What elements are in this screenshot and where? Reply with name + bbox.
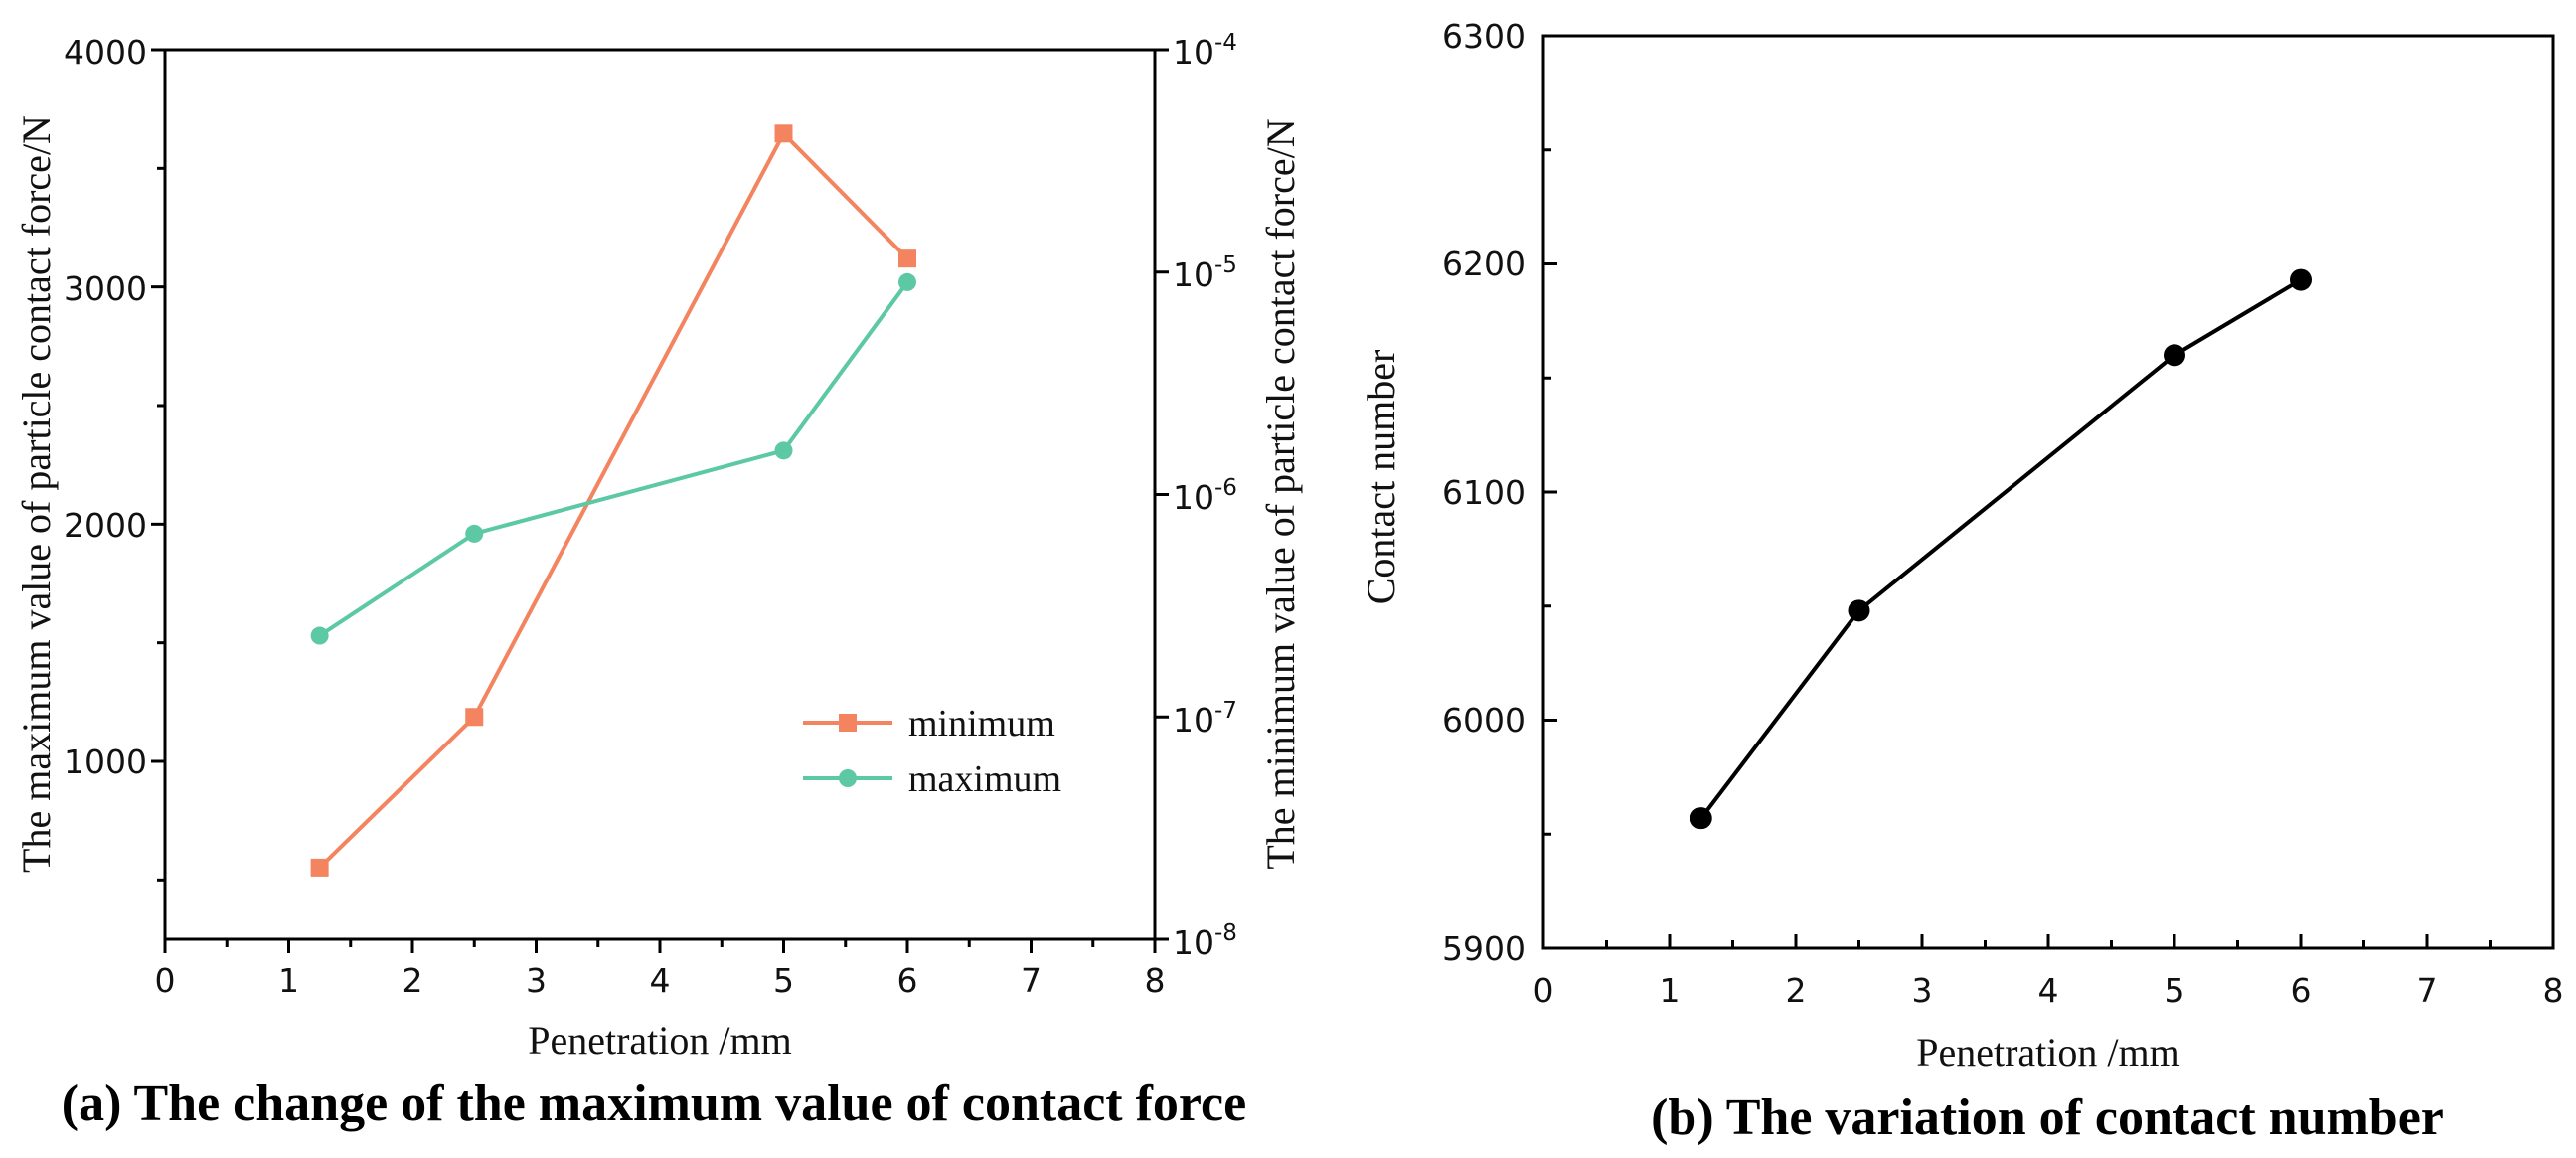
- b-x-tick-label: 2: [1786, 971, 1807, 1010]
- b-y-tick-label: 6100: [1442, 473, 1526, 512]
- b-x-tick-label: 0: [1533, 971, 1554, 1010]
- a-y2-tick-label: 10-5: [1173, 252, 1237, 294]
- data-point-maximum: [774, 441, 793, 460]
- b-x-tick-label: 5: [2165, 971, 2185, 1010]
- legend-label-maximum: maximum: [908, 758, 1061, 800]
- data-point-minimum: [310, 858, 329, 877]
- a-caption: (a) The change of the maximum value of c…: [62, 1075, 1246, 1132]
- data-point-minimum: [774, 124, 793, 143]
- data-point-minimum: [465, 708, 484, 727]
- chart-b-marks: [1690, 268, 2312, 830]
- chart-b: 0 1 2 3 4 5 6 7 8 5900 6000 6100 6200 63…: [1359, 17, 2564, 1146]
- b-x-tick-label: 3: [1912, 971, 1933, 1010]
- series-line-maximum: [318, 280, 909, 638]
- chart-a-frame: [163, 48, 1157, 941]
- a-x-tick-label: 5: [773, 961, 794, 1000]
- chart-b-ticks: [1541, 34, 2555, 950]
- a-y-tick-label: 4000: [64, 33, 147, 72]
- legend-marker-maximum: [839, 769, 857, 787]
- chart-a-ticks: [151, 48, 1169, 953]
- a-y2-tick-label: 10-8: [1173, 920, 1237, 962]
- a-x-tick-label: 2: [402, 961, 423, 1000]
- series-line-contact-number: [1699, 277, 2303, 820]
- a-x-tick-label: 1: [278, 961, 299, 1000]
- data-point-minimum: [898, 249, 916, 268]
- b-x-tick-label: 8: [2543, 971, 2564, 1010]
- b-x-axis-title: Penetration /mm: [1916, 1030, 2180, 1075]
- data-point-contact-number: [1848, 599, 1870, 622]
- a-x-tick-label: 4: [650, 961, 671, 1000]
- a-y2-axis-title: The minimum value of particle contact fo…: [1258, 118, 1303, 869]
- a-y-tick-label: 1000: [64, 743, 147, 781]
- chart-a-marks: [310, 124, 916, 877]
- data-point-maximum: [310, 626, 329, 645]
- a-y2-tick-label: 10-6: [1173, 475, 1237, 517]
- legend-marker-minimum: [839, 714, 857, 732]
- b-y-tick-label: 6200: [1442, 245, 1526, 283]
- b-x-tick-label: 7: [2417, 971, 2438, 1010]
- chart-a: 0 1 2 3 4 5 6 7 8 1000 2000 3000 4000 10…: [14, 30, 1303, 1132]
- b-x-tick-label: 4: [2038, 971, 2059, 1010]
- a-x-tick-label: 7: [1021, 961, 1042, 1000]
- series-line-minimum: [318, 129, 909, 870]
- data-point-contact-number: [1690, 807, 1712, 830]
- b-y-tick-label: 6300: [1442, 17, 1526, 56]
- b-x-tick-label: 1: [1660, 971, 1681, 1010]
- a-x-tick-label: 0: [155, 961, 176, 1000]
- b-y-axis-title: Contact number: [1359, 350, 1403, 605]
- a-y-tick-label: 3000: [64, 269, 147, 308]
- b-x-tick-label: 6: [2291, 971, 2312, 1010]
- a-y-tick-label: 2000: [64, 506, 147, 545]
- b-caption: (b) The variation of contact number: [1651, 1089, 2444, 1146]
- a-legend: minimum maximum: [803, 703, 1061, 800]
- data-point-contact-number: [2290, 268, 2312, 291]
- b-y-tick-label: 6000: [1442, 701, 1526, 740]
- data-point-contact-number: [2164, 344, 2185, 367]
- a-y2-tick-label: 10-7: [1173, 698, 1237, 740]
- a-x-tick-label: 8: [1145, 961, 1166, 1000]
- data-point-maximum: [465, 524, 484, 543]
- a-x-tick-label: 6: [897, 961, 918, 1000]
- b-y-tick-label: 5900: [1442, 929, 1526, 968]
- a-y2-tick-label: 10-4: [1173, 30, 1237, 72]
- a-y-axis-title: The maximum value of particle contact fo…: [14, 115, 59, 873]
- a-x-tick-label: 3: [526, 961, 547, 1000]
- data-point-maximum: [898, 272, 916, 291]
- a-x-axis-title: Penetration /mm: [528, 1018, 792, 1063]
- legend-label-minimum: minimum: [908, 703, 1055, 744]
